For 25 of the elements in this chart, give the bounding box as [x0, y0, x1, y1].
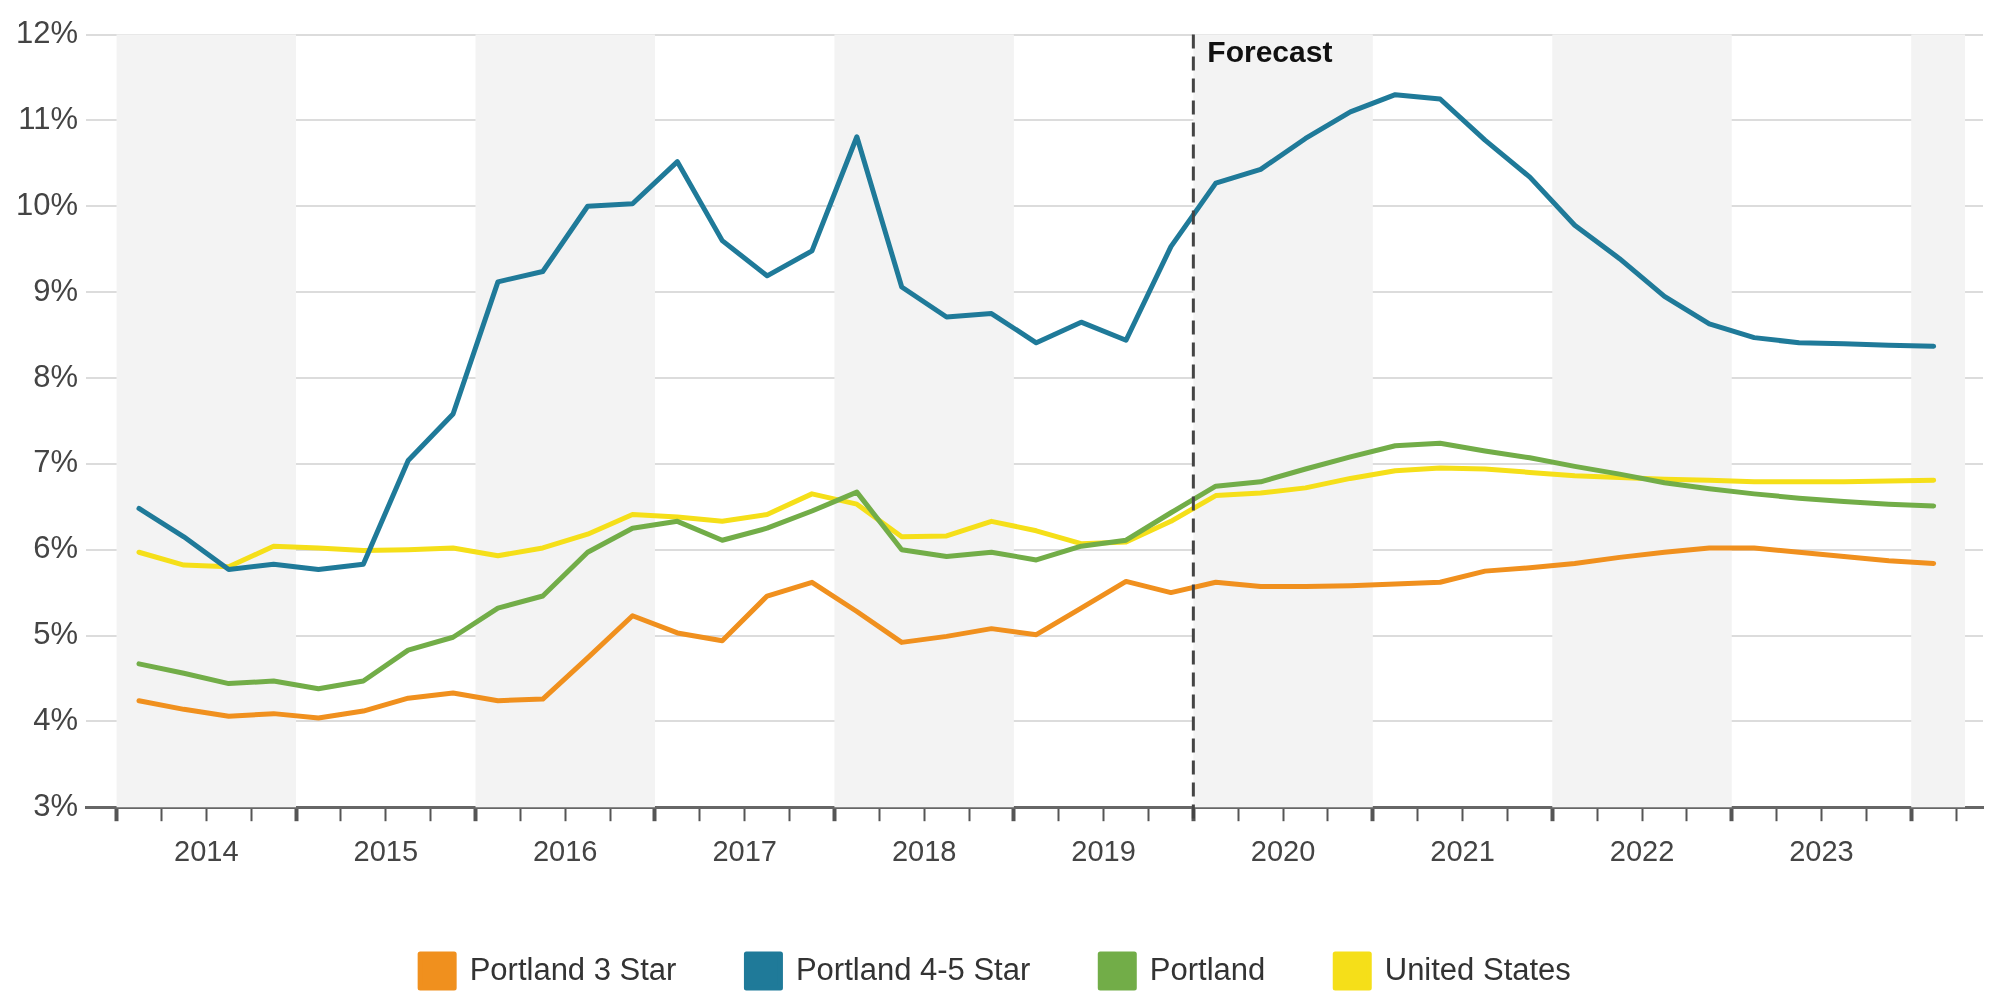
y-tick-label: 9% [33, 272, 79, 308]
y-tick-label: 6% [33, 530, 79, 566]
y-tick-label: 12% [16, 15, 79, 51]
x-tick-label: 2019 [1071, 834, 1136, 867]
legend-label: Portland 4-5 Star [795, 951, 1031, 987]
x-tick-label: 2017 [712, 834, 777, 867]
legend-label: Portland 3 Star [469, 951, 677, 987]
ref-line-label: Forecast [1207, 34, 1333, 68]
x-tick-label: 2016 [532, 834, 598, 867]
x-tick-label: 2021 [1430, 834, 1495, 867]
y-tick-label: 5% [33, 616, 79, 652]
x-tick-label: 2020 [1250, 834, 1316, 867]
legend-label: United States [1384, 951, 1571, 987]
x-tick-label: 2023 [1789, 834, 1854, 867]
x-tick-label: 2022 [1609, 834, 1675, 867]
y-tick-label: 8% [33, 358, 79, 394]
legend-label: Portland [1149, 951, 1266, 987]
x-tick-label: 2018 [891, 834, 957, 867]
y-tick-label: 7% [33, 444, 79, 480]
y-tick-label: 3% [33, 787, 79, 823]
x-tick-label: 2015 [353, 834, 419, 867]
x-tick-label: 2014 [174, 834, 239, 867]
y-tick-label: 4% [33, 701, 79, 737]
y-tick-label: 11% [18, 100, 79, 136]
y-tick-label: 10% [16, 186, 79, 222]
